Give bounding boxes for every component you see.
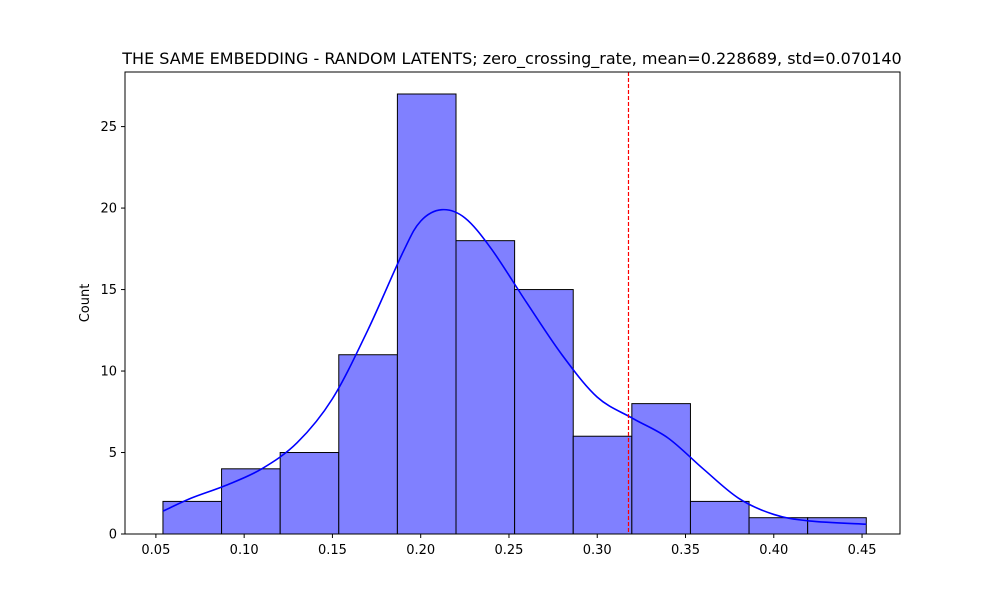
histogram-bar — [455, 240, 516, 535]
histogram-bar — [631, 403, 691, 535]
histogram-bars — [162, 93, 867, 535]
histogram-bar — [572, 435, 633, 535]
x-axis: 0.05 0.10 0.15 0.20 0.25 0.30 0.35 0.40 0.45 — [141, 534, 877, 558]
chart-title: THE SAME EMBEDDING - RANDOM LATENTS; zer… — [121, 49, 901, 69]
x-tick-label: 0.20 — [406, 543, 435, 558]
x-tick-label: 0.10 — [230, 543, 259, 558]
y-axis-label: Count — [78, 284, 93, 323]
histogram-bar — [279, 452, 340, 535]
histogram-bar — [807, 517, 867, 535]
histogram-bar — [396, 93, 457, 535]
y-tick-label: 5 — [109, 446, 117, 461]
x-tick-label: 0.45 — [848, 543, 877, 558]
histogram-bar — [689, 500, 750, 535]
y-tick-label: 10 — [100, 365, 117, 380]
histogram-bar — [221, 468, 281, 535]
histogram-bar — [514, 289, 574, 535]
x-tick-label: 0.30 — [583, 543, 612, 558]
y-tick-label: 0 — [109, 528, 117, 543]
histogram-bar — [338, 354, 398, 535]
x-tick-label: 0.15 — [318, 543, 347, 558]
plot-frame — [124, 71, 901, 535]
y-tick-label: 25 — [100, 120, 117, 135]
kde-curve-group — [162, 208, 867, 526]
y-tick-label: 15 — [100, 283, 117, 298]
y-tick-label: 20 — [100, 202, 117, 217]
kde-curve — [162, 208, 867, 526]
x-tick-label: 0.05 — [141, 543, 170, 558]
x-tick-label: 0.40 — [759, 543, 788, 558]
y-axis: 0 5 10 15 20 25 — [100, 120, 125, 543]
x-tick-label: 0.25 — [494, 543, 523, 558]
x-tick-label: 0.35 — [671, 543, 700, 558]
